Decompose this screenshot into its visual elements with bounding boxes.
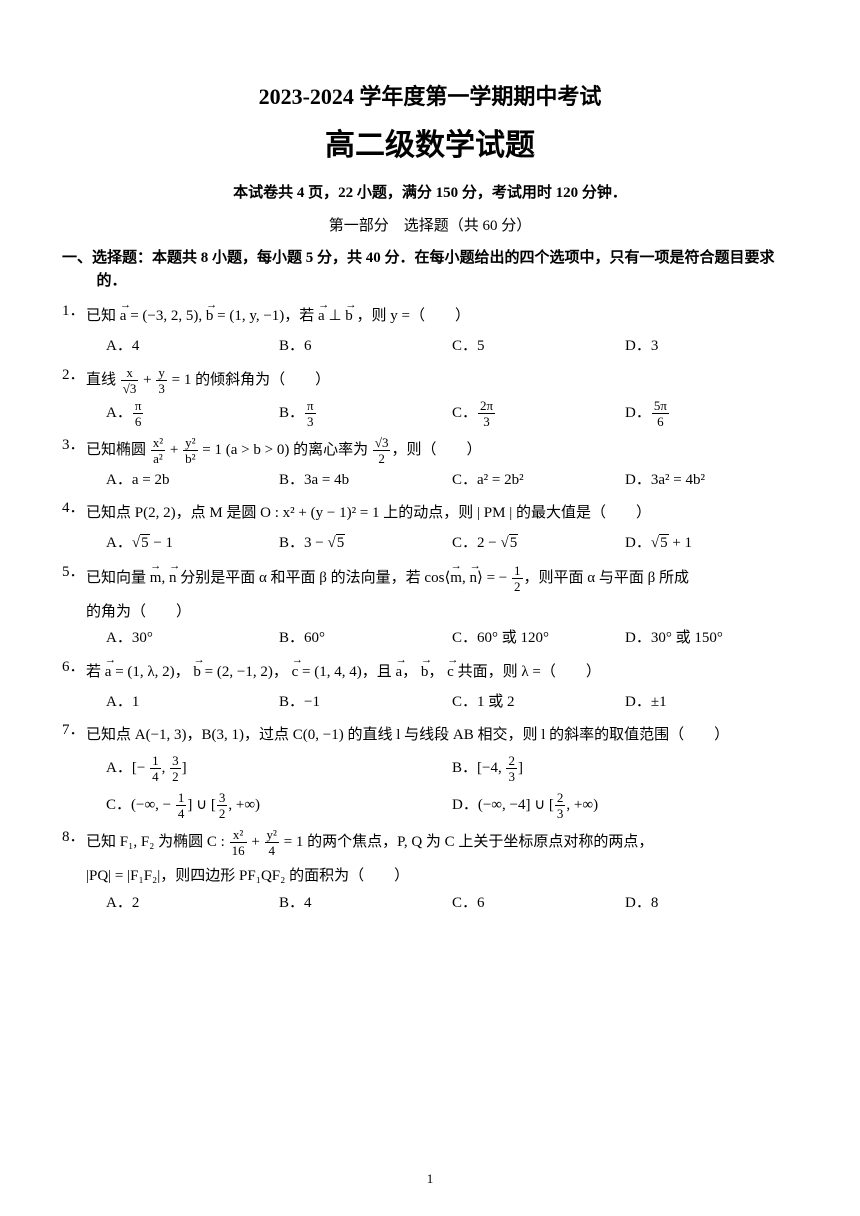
q6-option-a: A．1: [106, 691, 279, 714]
question-1: 1． 已知 a = (−3, 2, 5), b = (1, y, −1)，若 a…: [62, 300, 798, 358]
q6-option-b: B．−1: [279, 691, 452, 714]
q8-option-a: A．2: [106, 892, 279, 915]
q7-option-c: C．(−∞, − 14] ∪ [32, +∞): [106, 791, 452, 820]
q7-option-a: A．[− 14, 32]: [106, 754, 452, 783]
q5-option-d: D．30° 或 150°: [625, 627, 798, 650]
q6-number: 6．: [62, 656, 85, 679]
question-2: 2． 直线 x√3 + y3 = 1 的倾斜角为（ ） A．π6 B．π3 C．…: [62, 364, 798, 428]
q5-number: 5．: [62, 561, 85, 584]
q4-option-d: D．5 + 1: [625, 532, 798, 555]
q5-option-a: A．30°: [106, 627, 279, 650]
question-3: 3． 已知椭圆 x²a² + y²b² = 1 (a > b > 0) 的离心率…: [62, 434, 798, 492]
q7-number: 7．: [62, 719, 85, 742]
question-6: 6． 若 a = (1, λ, 2)， b = (2, −1, 2)， c = …: [62, 656, 798, 714]
q3-option-b: B．3a = 4b: [279, 469, 452, 492]
q2-option-a: A．π6: [106, 399, 279, 428]
q1-option-b: B．6: [279, 335, 452, 358]
q6-option-c: C．1 或 2: [452, 691, 625, 714]
q3-number: 3．: [62, 434, 85, 457]
q2-number: 2．: [62, 364, 85, 387]
q2-option-d: D．5π6: [625, 399, 798, 428]
section-instructions: 一、选择题：本题共 8 小题，每小题 5 分，共 40 分．在每小题给出的四个选…: [62, 247, 798, 292]
q7-option-b: B．[−4, 23]: [452, 754, 798, 783]
part-header: 第一部分 选择题（共 60 分）: [62, 215, 798, 238]
q5-option-c: C．60° 或 120°: [452, 627, 625, 650]
page-number: 1: [0, 1169, 860, 1189]
q1-option-c: C．5: [452, 335, 625, 358]
q4-option-a: A．5 − 1: [106, 532, 279, 555]
question-7: 7． 已知点 A(−1, 3)，B(3, 1)，过点 C(0, −1) 的直线 …: [62, 719, 798, 820]
q5-option-b: B．60°: [279, 627, 452, 650]
q4-option-b: B．3 − 5: [279, 532, 452, 555]
q8-option-d: D．8: [625, 892, 798, 915]
exam-subject-title: 高二级数学试题: [62, 123, 798, 168]
q8-number: 8．: [62, 826, 85, 849]
q1-option-d: D．3: [625, 335, 798, 358]
question-8: 8． 已知 F₁, F₂ 为椭圆 C : x²16 + y²4 = 1 的两个焦…: [62, 826, 798, 914]
exam-period-title: 2023-2024 学年度第一学期期中考试: [62, 80, 798, 113]
q4-number: 4．: [62, 497, 85, 520]
q1-number: 1．: [62, 300, 85, 323]
question-5: 5． 已知向量 m, n 分别是平面 α 和平面 β 的法向量，若 cos⟨m,…: [62, 561, 798, 650]
q2-option-c: C．2π3: [452, 399, 625, 428]
q1-option-a: A．4: [106, 335, 279, 358]
q3-option-d: D．3a² = 4b²: [625, 469, 798, 492]
q4-option-c: C．2 − 5: [452, 532, 625, 555]
q6-option-d: D．±1: [625, 691, 798, 714]
q3-option-c: C．a² = 2b²: [452, 469, 625, 492]
q2-option-b: B．π3: [279, 399, 452, 428]
q3-option-a: A．a = 2b: [106, 469, 279, 492]
q7-option-d: D．(−∞, −4] ∪ [23, +∞): [452, 791, 798, 820]
question-4: 4． 已知点 P(2, 2)，点 M 是圆 O : x² + (y − 1)² …: [62, 497, 798, 555]
q8-option-b: B．4: [279, 892, 452, 915]
exam-info: 本试卷共 4 页，22 小题，满分 150 分，考试用时 120 分钟．: [62, 182, 798, 205]
q8-option-c: C．6: [452, 892, 625, 915]
